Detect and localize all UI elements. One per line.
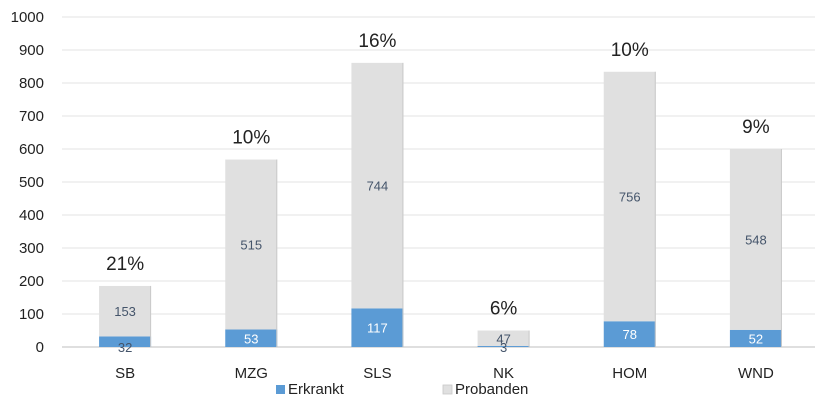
y-tick-label: 100 <box>19 306 44 323</box>
data-label-erkrankt: 32 <box>118 340 132 355</box>
x-tick-label: WND <box>738 365 774 382</box>
gridlines <box>62 16 815 348</box>
bar-probanden <box>477 330 530 347</box>
bar-erkrankt <box>225 329 278 347</box>
bar-erkrankt <box>729 329 782 347</box>
bar-probanden <box>99 285 152 337</box>
percent-label: 6% <box>490 299 518 320</box>
y-tick-label: 700 <box>19 108 44 125</box>
y-tick-label: 300 <box>19 240 44 257</box>
y-tick-label: 0 <box>36 339 44 356</box>
data-label-erkrankt: 117 <box>367 321 388 336</box>
legend-swatch-erkrankt <box>276 385 285 394</box>
y-tick-label: 800 <box>19 75 44 92</box>
x-tick-label: MZG <box>235 365 268 382</box>
x-tick-label: HOM <box>612 365 647 382</box>
percent-label: 16% <box>358 31 396 52</box>
data-label-erkrankt: 78 <box>623 327 637 342</box>
x-tick-label: SLS <box>363 365 391 382</box>
y-tick-label: 500 <box>19 174 44 191</box>
y-tick-label: 900 <box>19 42 44 59</box>
bar-probanden <box>225 159 278 330</box>
y-tick-label: 1000 <box>11 9 44 26</box>
percent-label: 9% <box>742 117 770 138</box>
x-axis: SB MZG SLS NK HOM WND <box>115 365 774 382</box>
y-tick-label: 200 <box>19 273 44 290</box>
data-label-probanden: 47 <box>496 331 510 346</box>
bar-erkrankt <box>477 346 530 347</box>
y-tick-label: 400 <box>19 207 44 224</box>
bar-probanden <box>603 71 656 322</box>
data-label-erkrankt: 52 <box>749 331 763 346</box>
bar-probanden <box>351 62 404 309</box>
bar-erkrankt <box>99 336 152 347</box>
percent-label: 21% <box>106 254 144 275</box>
bar-erkrankt <box>603 321 656 347</box>
data-label-probanden: 548 <box>745 232 767 247</box>
data-label-erkrankt: 53 <box>244 331 258 346</box>
data-label-erkrankt: 3 <box>500 340 507 355</box>
x-tick-label: NK <box>493 365 514 382</box>
data-label-probanden: 744 <box>367 179 389 194</box>
legend-label-erkrankt: Erkrankt <box>288 381 345 398</box>
data-label-probanden: 756 <box>619 190 641 205</box>
bar-erkrankt <box>351 308 404 347</box>
bar-probanden <box>729 149 782 330</box>
legend-label-probanden: Probanden <box>455 381 528 398</box>
legend-swatch-probanden <box>442 384 453 395</box>
data-label-probanden: 515 <box>240 238 262 253</box>
bars: 32 153 21% 53 515 10% 117 744 16% 347 6% 78 756 10% 52… <box>99 31 782 355</box>
percent-label: 10% <box>611 40 649 61</box>
y-tick-label: 600 <box>19 141 44 158</box>
x-tick-label: SB <box>115 365 135 382</box>
data-label-probanden: 153 <box>114 304 136 319</box>
y-axis: 0 100 200 300 400 500 600 700 800 900 1000 <box>11 9 44 356</box>
percent-label: 10% <box>232 128 270 149</box>
legend: Erkrankt Probanden <box>276 381 528 398</box>
